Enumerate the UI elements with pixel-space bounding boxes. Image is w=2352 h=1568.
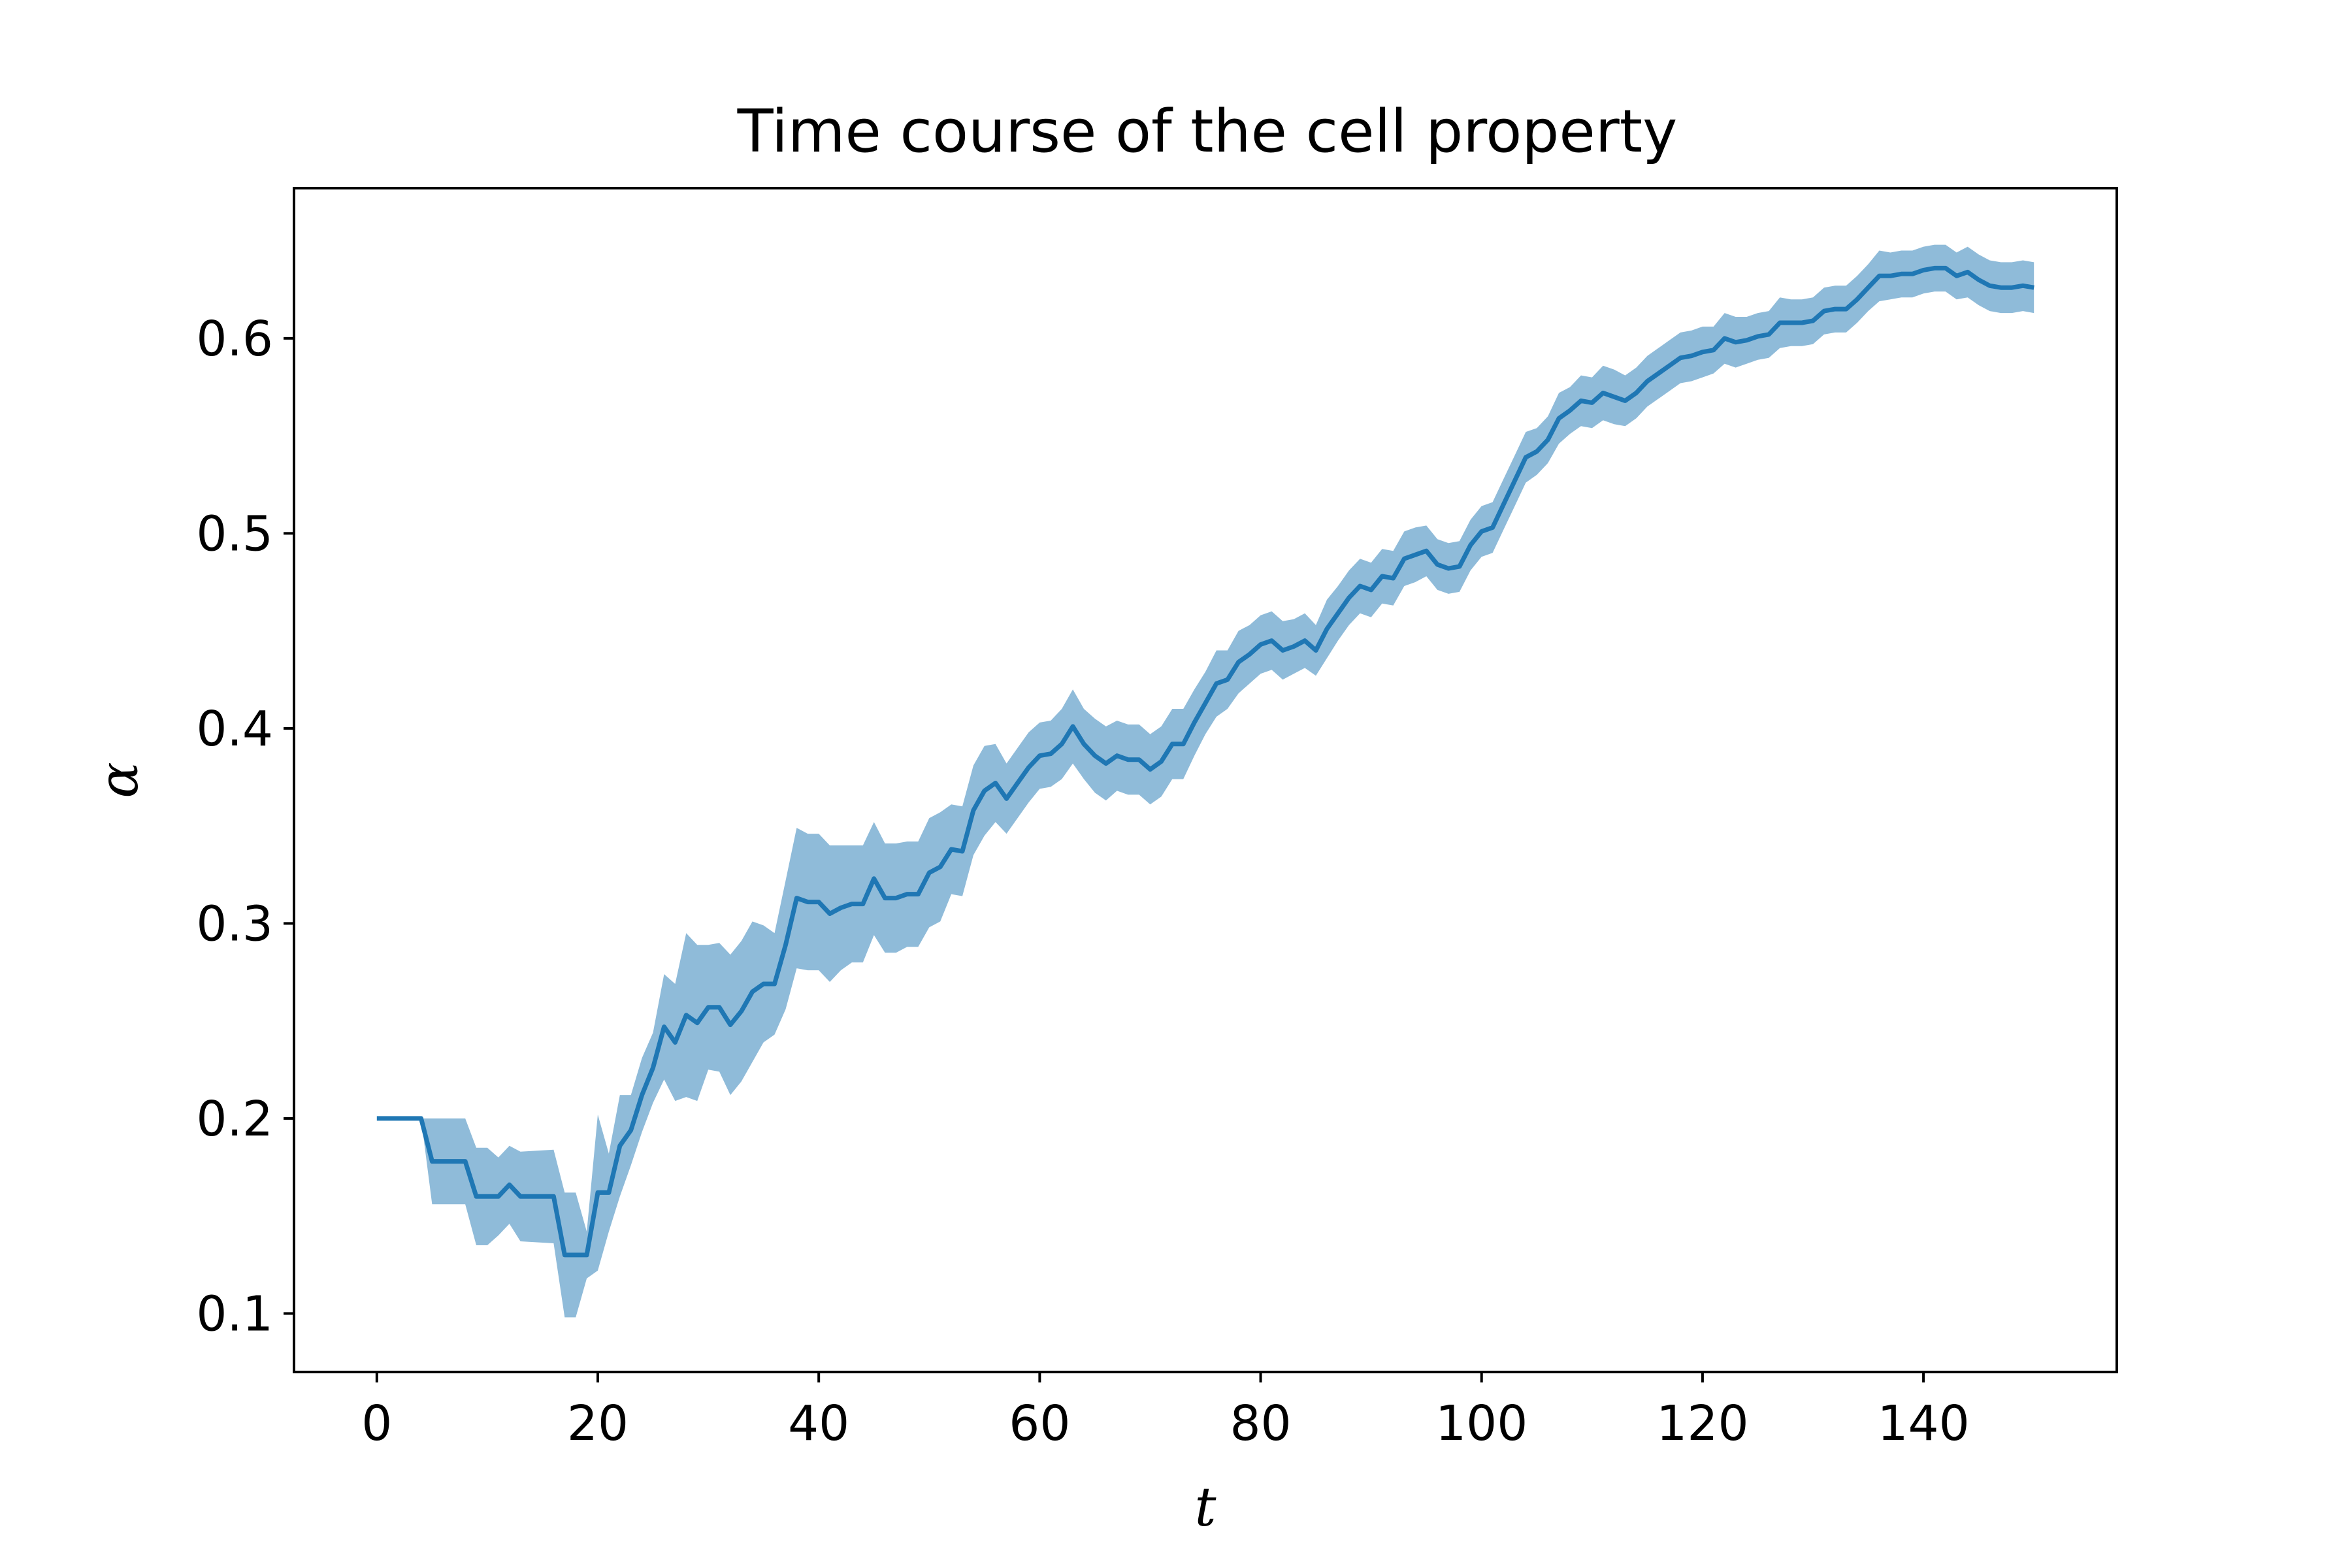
y-tick-label: 0.2 [196,1091,273,1147]
y-tick-label: 0.1 [196,1286,273,1342]
x-axis: 0 20 40 60 80 100 120 140 [361,1372,1970,1452]
y-tick-label: 0.6 [196,311,273,367]
plot-area [376,244,2034,1318]
confidence-band [376,244,2034,1318]
plot-frame [293,187,2118,1373]
series-line [376,265,2034,1258]
y-axis-label: α [88,762,150,798]
chart-title: Time course of the cell property [737,97,1678,166]
x-axis-label: t [1195,1477,1217,1539]
y-axis: 0.1 0.2 0.3 0.4 0.5 0.6 [196,311,294,1342]
x-tick-label: 140 [1877,1396,1969,1452]
x-tick-label: 40 [788,1396,849,1452]
y-tick-label: 0.5 [196,506,273,562]
y-tick-label: 0.4 [196,701,273,757]
x-tick-label: 0 [361,1396,392,1452]
y-tick-label: 0.3 [196,896,273,952]
x-tick-label: 120 [1656,1396,1748,1452]
x-tick-label: 100 [1435,1396,1527,1452]
x-tick-label: 80 [1230,1396,1291,1452]
x-tick-label: 20 [567,1396,629,1452]
x-tick-label: 60 [1009,1396,1070,1452]
